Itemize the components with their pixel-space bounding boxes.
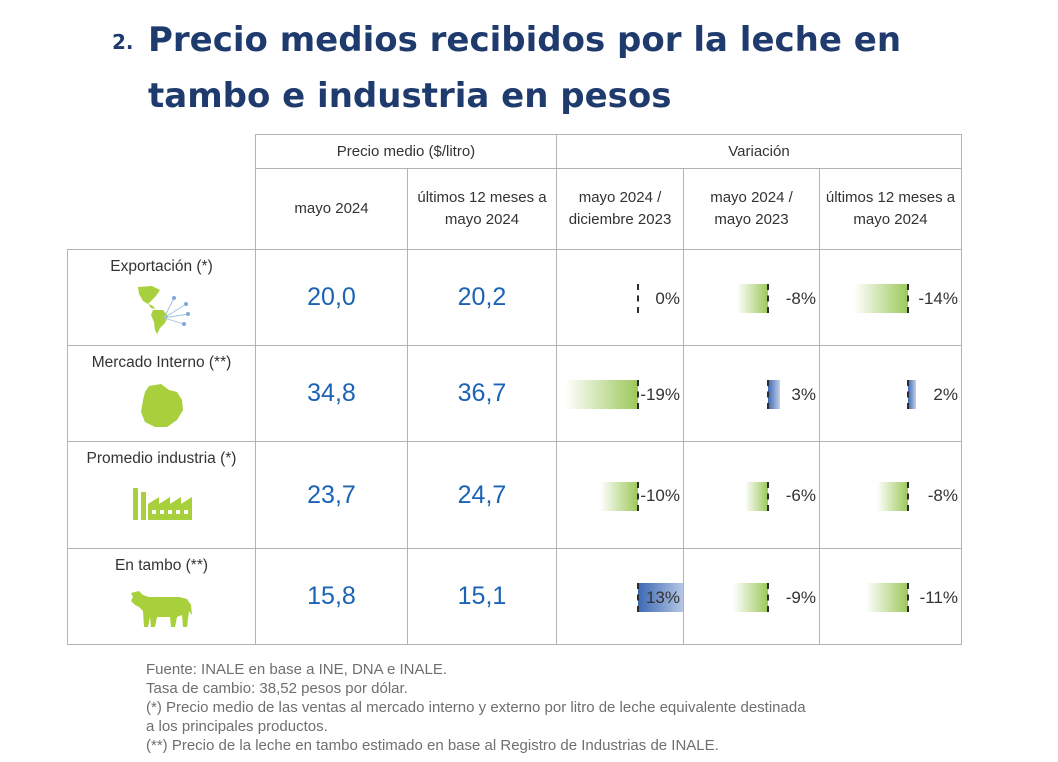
variation-value: -11%: [919, 588, 958, 607]
column-header-label: mayo 2024 / mayo 2023: [710, 189, 793, 228]
column-header: mayo 2024 / mayo 2023: [683, 168, 820, 250]
column-header-label: últimos 12 meses a mayo 2024: [417, 189, 547, 228]
column-header: mayo 2024: [255, 168, 408, 250]
variation-axis: [907, 284, 909, 313]
variation-value: 13%: [645, 588, 680, 607]
variation-cell: -14%: [819, 249, 962, 346]
variation-axis: [907, 482, 909, 511]
factory-icon: [132, 488, 192, 520]
row-label: En tambo (**): [114, 557, 209, 574]
variation-cell: 0%: [556, 249, 684, 346]
variation-value: 0%: [655, 289, 680, 308]
uruguay-map-icon: [140, 384, 183, 427]
variation-axis: [767, 583, 769, 612]
variation-bar: [854, 284, 908, 313]
variation-cell: -11%: [819, 548, 962, 645]
cow-icon: [130, 591, 192, 627]
variation-bar: [768, 380, 780, 409]
variation-cell: -19%: [556, 345, 684, 442]
variation-value: -19%: [640, 385, 680, 404]
americas-map-icon: [137, 286, 190, 334]
variation-cell: -8%: [819, 441, 962, 549]
variation-value: -8%: [927, 486, 958, 505]
variation-cell: -6%: [683, 441, 820, 549]
row-label: Exportación (*): [110, 258, 213, 275]
variation-axis: [637, 284, 639, 313]
variation-value: -8%: [785, 289, 816, 308]
price-cell: 34,8: [255, 345, 408, 442]
price-value: 34,8: [307, 379, 356, 407]
page-title: Precio medios recibidos por la leche en …: [148, 20, 902, 116]
variation-group-header: Variación: [556, 134, 962, 169]
column-header: mayo 2024 / diciembre 2023: [556, 168, 684, 250]
footnote-line: Tasa de cambio: 38,52 pesos por dólar.: [146, 680, 408, 697]
variation-axis: [767, 284, 769, 313]
price-cell: 15,1: [407, 548, 557, 645]
price-value: 15,1: [457, 582, 507, 610]
price-value: 15,8: [307, 582, 356, 610]
footnote-line: (**) Precio de la leche en tambo estimad…: [146, 737, 719, 754]
variation-axis: [637, 380, 639, 409]
variation-axis: [637, 583, 639, 612]
column-header: últimos 12 meses a mayo 2024: [819, 168, 962, 250]
variation-cell: -9%: [683, 548, 820, 645]
variation-bar: [733, 583, 768, 612]
variation-value: -14%: [918, 289, 958, 308]
table-row-label: En tambo (**): [67, 548, 256, 645]
price-cell: 20,0: [255, 249, 408, 346]
footnotes: Fuente: INALE en base a INE, DNA e INALE…: [146, 660, 926, 755]
variation-axis: [907, 583, 909, 612]
column-header-label: mayo 2024 / diciembre 2023: [568, 189, 672, 228]
price-value: 36,7: [457, 379, 507, 407]
variation-value: 2%: [933, 385, 958, 404]
price-value: 24,7: [457, 480, 507, 509]
row-label: Promedio industria (*): [86, 450, 237, 467]
variation-axis: [767, 380, 769, 409]
table-row-label: Exportación (*): [67, 249, 256, 346]
variation-bar: [744, 482, 768, 511]
variation-cell: -8%: [683, 249, 820, 346]
price-cell: 20,2: [407, 249, 557, 346]
footnote-line: Fuente: INALE en base a INE, DNA e INALE…: [146, 661, 447, 678]
variation-value: -6%: [785, 486, 816, 505]
price-group-header: Precio medio ($/litro): [255, 134, 557, 169]
column-header: últimos 12 meses a mayo 2024: [407, 168, 557, 250]
footnote-line: (*) Precio medio de las ventas al mercad…: [146, 699, 806, 716]
footnote-line: a los principales productos.: [146, 718, 328, 735]
row-label: Mercado Interno (**): [91, 354, 232, 371]
variation-cell: 2%: [819, 345, 962, 442]
variation-value: -9%: [785, 588, 816, 607]
price-value: 20,0: [307, 283, 356, 311]
column-header-label: últimos 12 meses a mayo 2024: [825, 189, 956, 228]
price-value: 20,2: [457, 283, 507, 311]
price-value: 23,7: [307, 480, 356, 509]
variation-axis: [767, 482, 769, 511]
variation-axis: [637, 482, 639, 511]
variation-axis: [907, 380, 909, 409]
variation-group-header-label: Variación: [728, 142, 790, 160]
table-row-label: Mercado Interno (**): [67, 345, 256, 442]
column-header-label: mayo 2024: [294, 200, 369, 217]
variation-bar: [737, 284, 768, 313]
slide-number: 2.: [112, 30, 134, 54]
variation-cell: 3%: [683, 345, 820, 442]
price-group-header-label: Precio medio ($/litro): [336, 142, 476, 160]
table-row-label: Promedio industria (*): [67, 441, 256, 549]
variation-bar: [908, 380, 916, 409]
variation-bar: [877, 482, 908, 511]
price-cell: 23,7: [255, 441, 408, 549]
variation-bar: [638, 583, 683, 612]
variation-value: -10%: [640, 486, 680, 505]
price-cell: 24,7: [407, 441, 557, 549]
variation-bar: [599, 482, 638, 511]
variation-value: 3%: [791, 385, 816, 404]
variation-bar: [865, 583, 908, 612]
price-cell: 15,8: [255, 548, 408, 645]
variation-bar: [564, 380, 638, 409]
variation-cell: -10%: [556, 441, 684, 549]
price-cell: 36,7: [407, 345, 557, 442]
variation-cell: 13%: [556, 548, 684, 645]
